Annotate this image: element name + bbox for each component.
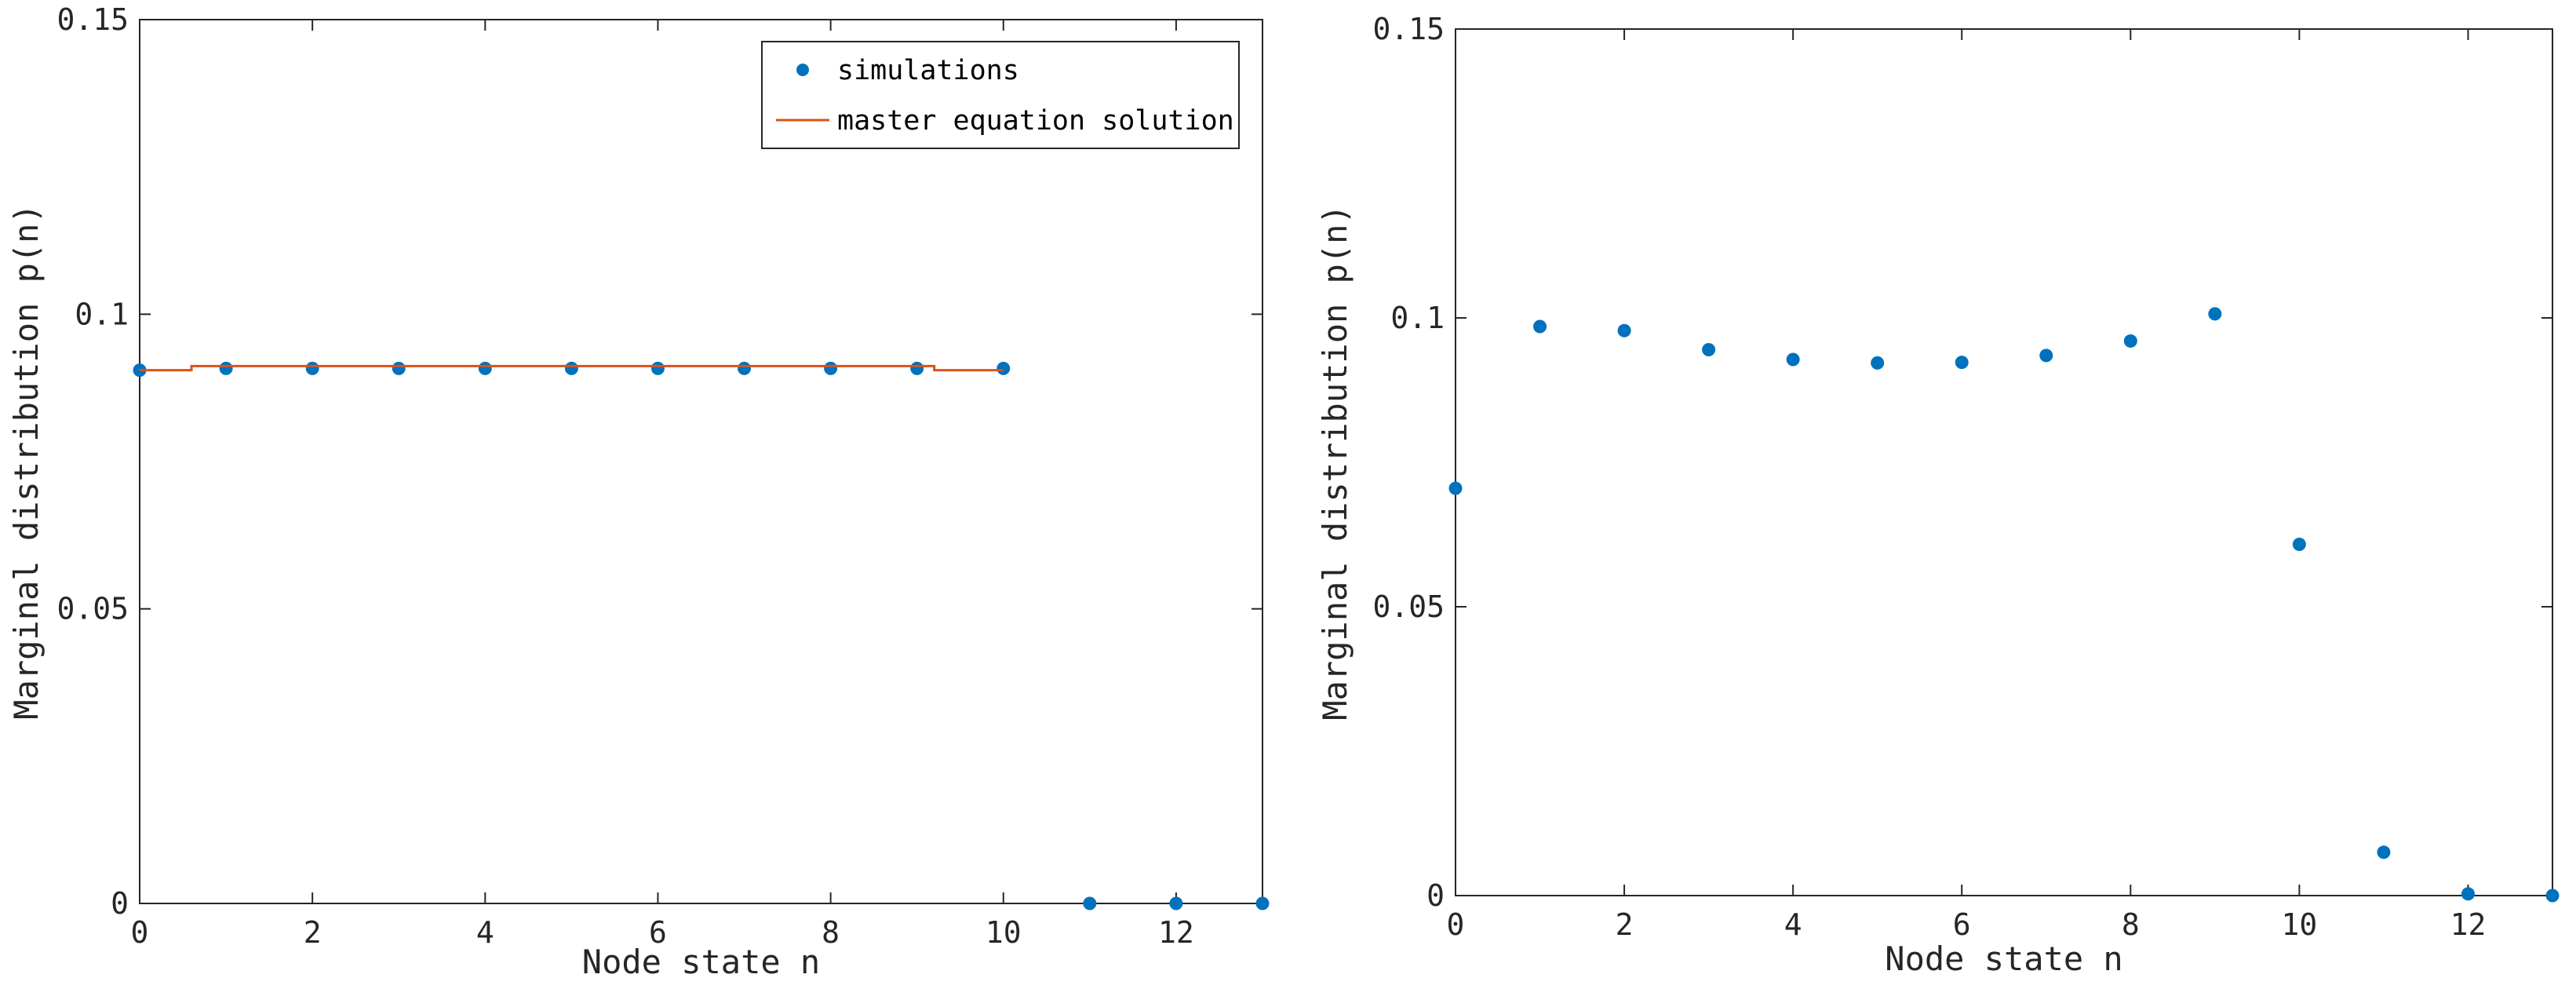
simulation-point <box>738 361 752 375</box>
legend-entry-label: master equation solution <box>837 105 1234 137</box>
simulation-point <box>219 361 233 375</box>
simulation-point <box>1955 356 1969 370</box>
x-tick-label: 6 <box>649 915 667 950</box>
simulation-point <box>1786 352 1800 367</box>
left-axes-box <box>139 19 1263 904</box>
x-tick-label: 0 <box>131 915 149 950</box>
legend-entry-label: simulations <box>837 55 1019 86</box>
right-axes-box <box>1455 28 2553 896</box>
y-tick-label: 0.1 <box>75 297 129 331</box>
simulation-point <box>478 361 492 375</box>
simulation-point <box>1702 342 1716 356</box>
simulation-point <box>1871 356 1885 370</box>
simulation-point <box>305 361 319 375</box>
x-tick-label: 2 <box>304 915 322 950</box>
left-chart-panel: 0 2 4 6 8 10 12 0 0.05 0.1 0.15 Node state n Margina… <box>7 2 1270 981</box>
y-tick-label: 0.15 <box>1372 12 1445 46</box>
y-tick-label: 0.1 <box>1390 301 1445 335</box>
simulation-point <box>824 361 838 375</box>
simulation-point <box>1617 323 1631 338</box>
x-tick-label: 10 <box>986 915 1022 950</box>
simulation-point <box>1448 481 1463 495</box>
simulation-point <box>2377 845 2391 859</box>
y-tick-label: 0 <box>111 886 129 921</box>
x-tick-label: 0 <box>1447 907 1465 942</box>
legend-box <box>761 41 1240 149</box>
x-axis-label: Node state n <box>1885 940 2122 978</box>
x-tick-label: 12 <box>1158 915 1194 950</box>
x-tick-label: 8 <box>822 915 840 950</box>
simulation-point <box>1169 896 1183 911</box>
y-axis-label: Marginal distribution p(n) <box>7 203 46 719</box>
simulation-point <box>392 361 406 375</box>
simulation-point <box>997 361 1011 375</box>
right-chart-panel: 0 2 4 6 8 10 12 0 0.05 0.1 0.15 Node state n Margina… <box>1316 12 2560 978</box>
y-axis-label: Marginal distribution p(n) <box>1316 204 1354 720</box>
simulation-point <box>1083 896 1097 911</box>
master-equation-solution-line <box>140 364 1004 372</box>
simulation-point <box>2292 538 2306 552</box>
simulation-point <box>564 361 578 375</box>
simulation-point <box>1533 319 1547 334</box>
x-tick-label: 4 <box>1784 907 1802 942</box>
x-tick-label: 10 <box>2282 907 2318 942</box>
y-tick-label: 0.05 <box>1372 589 1445 624</box>
y-tick-label: 0.05 <box>56 592 129 626</box>
x-tick-label: 12 <box>2450 907 2487 942</box>
x-axis-label: Node state n <box>582 943 820 981</box>
y-tick-label: 0 <box>1426 878 1445 913</box>
simulation-point <box>910 361 924 375</box>
y-tick-label: 0.15 <box>56 2 129 37</box>
legend: simulations master equation solution <box>761 41 1240 149</box>
simulation-point <box>2461 887 2475 901</box>
x-tick-label: 8 <box>2122 907 2140 942</box>
x-tick-label: 2 <box>1616 907 1634 942</box>
simulation-point <box>2545 889 2560 903</box>
x-tick-label: 4 <box>476 915 494 950</box>
legend-marker-simulations <box>796 64 809 76</box>
simulation-point <box>1255 896 1270 911</box>
x-tick-label: 6 <box>1953 907 1971 942</box>
simulation-point <box>650 361 665 375</box>
simulation-point <box>2039 349 2053 363</box>
simulation-point <box>2123 334 2137 348</box>
simulation-point <box>2208 307 2222 321</box>
